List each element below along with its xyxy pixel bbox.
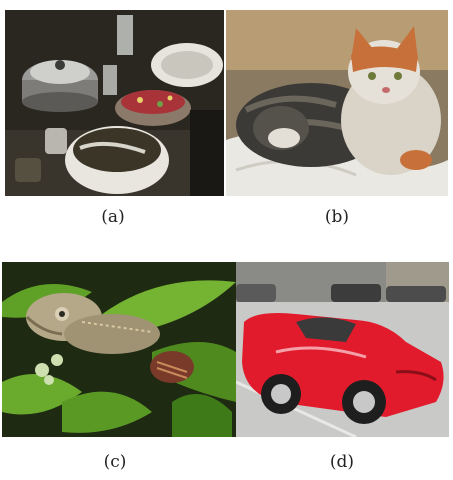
image-panel-d bbox=[236, 262, 449, 437]
image-panel-b bbox=[226, 10, 448, 196]
caption-b: (b) bbox=[324, 207, 350, 227]
red-car-image bbox=[236, 262, 449, 437]
image-panel-c bbox=[2, 262, 236, 437]
caption-c: (c) bbox=[103, 452, 127, 472]
chameleon-image bbox=[2, 262, 236, 437]
cats-image bbox=[226, 10, 448, 196]
caption-d: (d) bbox=[329, 452, 355, 472]
caption-a: (a) bbox=[101, 207, 125, 227]
image-panel-a bbox=[5, 10, 224, 196]
kitchen-table-image bbox=[5, 10, 224, 196]
